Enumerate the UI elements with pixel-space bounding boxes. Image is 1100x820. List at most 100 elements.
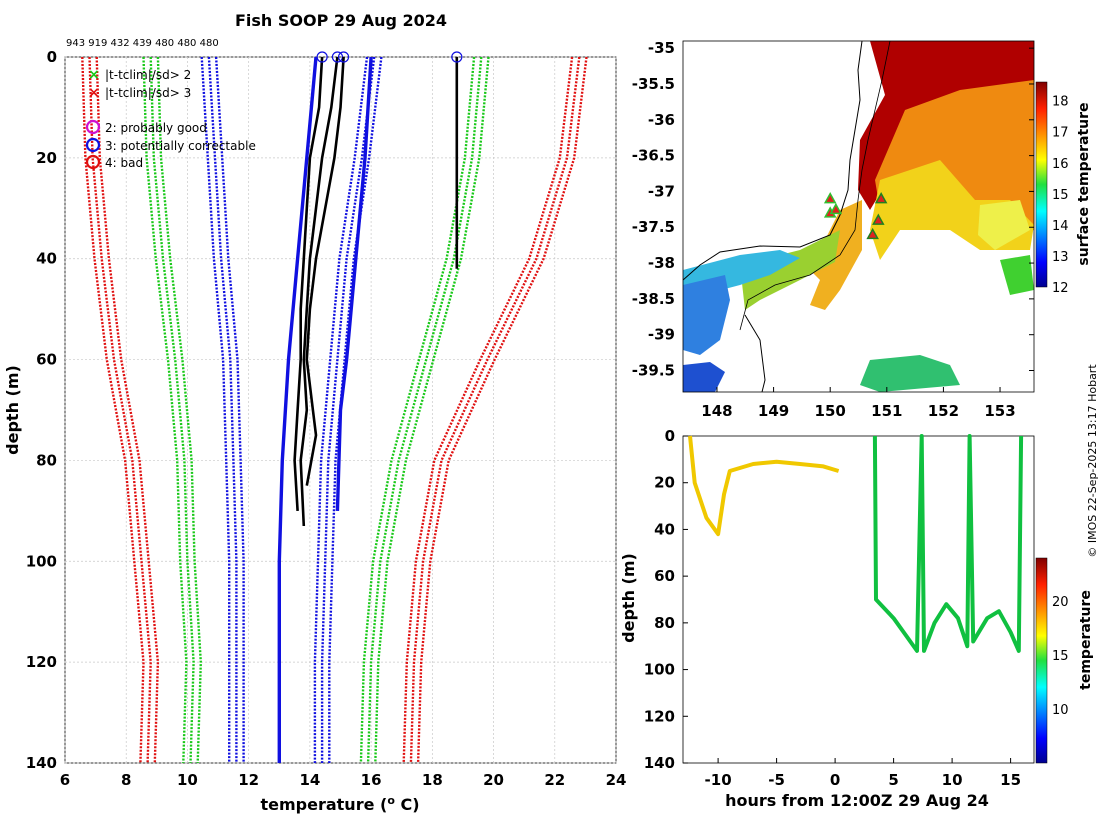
time-y-tick-label: 120: [644, 707, 675, 725]
x-tick-label: 10: [177, 771, 198, 789]
time-tick-labels: -10 -5 0 5 10 15 0 20 40 60 80 100 120 140: [644, 427, 1021, 789]
profile-line: [293, 56, 324, 511]
profile-tick-labels: 6 8 10 12 14 16 18 20 22 24 0 20 40 60 80 100 120 140: [26, 48, 627, 789]
profile-xlabel: temperature (o C): [260, 794, 419, 814]
x-tick-label: 18: [422, 771, 443, 789]
qc-flag-circle: [316, 51, 328, 63]
legend-marker-circle: [85, 137, 101, 153]
map-x-tick-label: 148: [701, 402, 732, 420]
qc-flag-circle: [337, 51, 350, 63]
profile-line: [277, 56, 318, 763]
profile-line: [299, 56, 339, 527]
climatology-line: [200, 56, 231, 763]
time-x-tick-label: 5: [888, 771, 898, 789]
time-y-tick-label: 20: [654, 474, 675, 492]
time-x-tick-label: -5: [768, 771, 785, 789]
time-series: [688, 434, 1024, 653]
sst-green-band: [740, 230, 840, 310]
time-series-line: [872, 434, 1024, 653]
time-plot-frame: [682, 435, 1035, 764]
time-series-line: [688, 435, 840, 537]
map-x-tick-label: 149: [758, 402, 789, 420]
climatology-line: [214, 56, 245, 763]
x-tick-label: 16: [361, 771, 382, 789]
map-y-tick-label: -35: [648, 39, 675, 57]
map-y-tick-label: -37.5: [632, 218, 675, 236]
y-tick-label: 20: [36, 149, 57, 167]
map-colorbar-ticks: 12 13 14 15 16 17 18: [1052, 95, 1069, 296]
sst-green-south: [860, 355, 960, 392]
legend-marker-x: ×: [88, 85, 100, 101]
time-x-tick-label: 15: [1000, 771, 1021, 789]
climatology-line: [366, 56, 483, 764]
time-xlabel: hours from 12:00Z 29 Aug 24: [725, 791, 989, 810]
track-marker: [872, 213, 885, 225]
map-x-tick-label: 151: [871, 402, 902, 420]
time-x-tick-label: 0: [830, 771, 840, 789]
map-y-tick-label: -38.5: [632, 290, 675, 308]
map-y-tick-label: -38: [648, 254, 675, 272]
climatology-line: [81, 56, 145, 764]
x-tick-label: 6: [60, 771, 70, 789]
time-x-tick-label: 10: [942, 771, 963, 789]
map-tick-labels: 148 149 150 151 152 153 -35 -35.5 -36 -36.5 -37 -37…: [632, 39, 1034, 420]
y-tick-label: 100: [26, 552, 57, 570]
profile-legend: × |t-tclim|/sd> 2 × |t-tclim|/sd> 3 2: proba…: [85, 67, 256, 170]
legend-marker-circle: [85, 154, 101, 170]
track-markers: [823, 192, 888, 240]
map-colorbar-tick-label: 16: [1052, 157, 1069, 172]
time-colorbar-tick-label: 20: [1052, 595, 1069, 610]
x-tick-label: 8: [121, 771, 131, 789]
profile-lines: [277, 51, 463, 763]
legend-marker-circle: [85, 119, 101, 135]
x-tick-label: 24: [606, 771, 627, 789]
climatology-line: [142, 56, 188, 764]
map-colorbar-tick-label: 17: [1052, 126, 1069, 141]
map-y-tick-label: -35.5: [632, 75, 675, 93]
legend-marker-x: ×: [88, 67, 100, 83]
map-y-tick-label: -36: [648, 111, 675, 129]
map-x-tick-label: 152: [928, 402, 959, 420]
climatology-line: [156, 56, 203, 764]
y-tick-label: 80: [36, 451, 57, 469]
profile-id-row: 943 919 432 439 480 480 480: [66, 38, 219, 49]
climatology-line: [416, 56, 588, 764]
map-colorbar-tick-label: 18: [1052, 95, 1069, 110]
time-grid: [683, 435, 1012, 764]
profile-ylabel: depth (m): [3, 365, 22, 455]
legend-label: |t-tclim|/sd> 3: [105, 86, 191, 100]
time-y-tick-label: 0: [665, 427, 675, 445]
time-y-tick-label: 100: [644, 661, 675, 679]
sst-green-east: [1000, 255, 1034, 295]
time-colorbar: [1035, 557, 1048, 764]
x-tick-label: 12: [238, 771, 259, 789]
map-colorbar-tick-label: 12: [1052, 281, 1069, 296]
time-colorbar-tick-label: 10: [1052, 703, 1069, 718]
map-plot: 148 149 150 151 152 153 -35 -35.5 -36 -36.5 -37 -37…: [632, 39, 1092, 420]
map-frame: [682, 40, 1035, 393]
x-tick-label: 20: [483, 771, 504, 789]
map-y-tick-label: -39: [648, 326, 675, 344]
sst-field: [683, 41, 1034, 392]
figure-title: Fish SOOP 29 Aug 2024: [235, 11, 447, 30]
sst-yellow-east: [978, 200, 1030, 250]
map-y-tick-label: -39.5: [632, 362, 675, 380]
sst-hot-region: [858, 41, 1034, 210]
map-colorbar-label: surface temperature: [1076, 102, 1092, 265]
time-plot: -10 -5 0 5 10 15 0 20 40 60 80 100 120 140 hours from…: [619, 427, 1094, 810]
climatology-line: [402, 56, 574, 764]
time-y-tick-label: 140: [644, 754, 675, 772]
x-tick-label: 22: [544, 771, 565, 789]
map-colorbar-tick-label: 15: [1052, 188, 1069, 203]
time-colorbar-label: temperature: [1078, 590, 1094, 690]
shelf-contour: [739, 41, 891, 331]
profile-line: [305, 56, 345, 486]
time-colorbar-ticks: 10 15 20: [1052, 595, 1069, 718]
profile-line: [335, 56, 373, 511]
time-y-tick-label: 60: [654, 567, 675, 585]
y-tick-label: 60: [36, 351, 57, 369]
map-x-tick-label: 153: [984, 402, 1015, 420]
coastline: [683, 41, 863, 281]
legend-label: |t-tclim|/sd> 2: [105, 68, 191, 82]
